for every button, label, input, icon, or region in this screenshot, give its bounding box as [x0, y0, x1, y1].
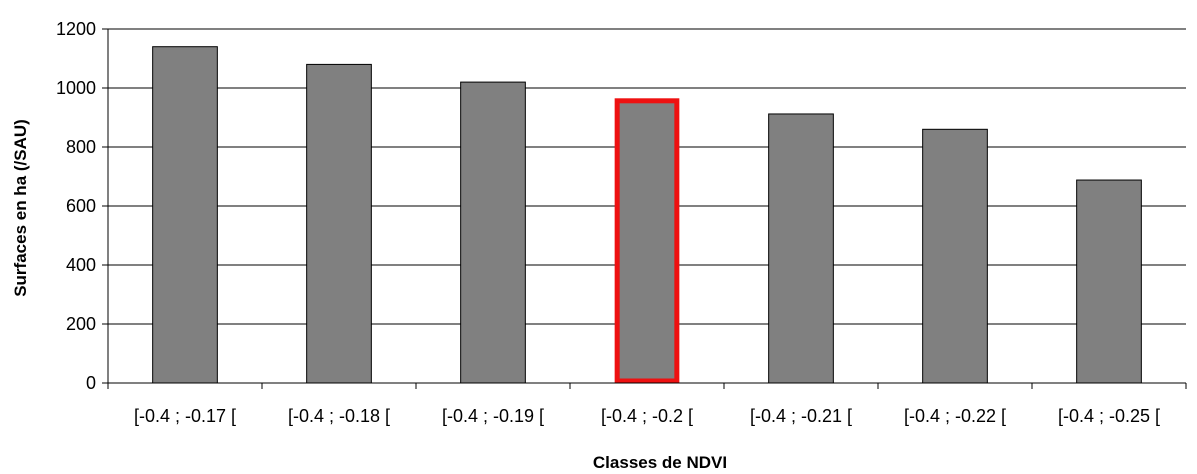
axes: 0 200 400 600 800 1000 1200 [-0.4 ; -0.17 [ [-0.… [56, 19, 1187, 426]
bar [922, 128, 988, 384]
bar [460, 81, 526, 384]
y-tick-label: 400 [66, 255, 96, 275]
bars [152, 46, 1142, 384]
x-tick-label: [-0.4 ; -0.22 [ [904, 406, 1006, 426]
bar [306, 63, 372, 384]
bar [768, 113, 834, 384]
bar [1076, 179, 1142, 384]
bar-highlighted [614, 98, 680, 384]
x-tick-label: [-0.4 ; -0.21 [ [750, 406, 852, 426]
x-tick-label: [-0.4 ; -0.2 [ [601, 406, 693, 426]
y-tick-label: 0 [86, 373, 96, 393]
x-axis-title: Classes de NDVI [593, 453, 727, 472]
y-tick-label: 1200 [56, 19, 96, 39]
x-tick-label: [-0.4 ; -0.19 [ [442, 406, 544, 426]
y-tick-label: 1000 [56, 78, 96, 98]
y-tick-label: 800 [66, 137, 96, 157]
x-tick-label: [-0.4 ; -0.18 [ [288, 406, 390, 426]
x-tick-label: [-0.4 ; -0.25 [ [1058, 406, 1160, 426]
y-tick-label: 600 [66, 196, 96, 216]
y-axis-title: Surfaces en ha (/SAU) [11, 119, 30, 297]
bar [152, 46, 218, 384]
x-tick-label: [-0.4 ; -0.17 [ [134, 406, 236, 426]
y-tick-label: 200 [66, 314, 96, 334]
